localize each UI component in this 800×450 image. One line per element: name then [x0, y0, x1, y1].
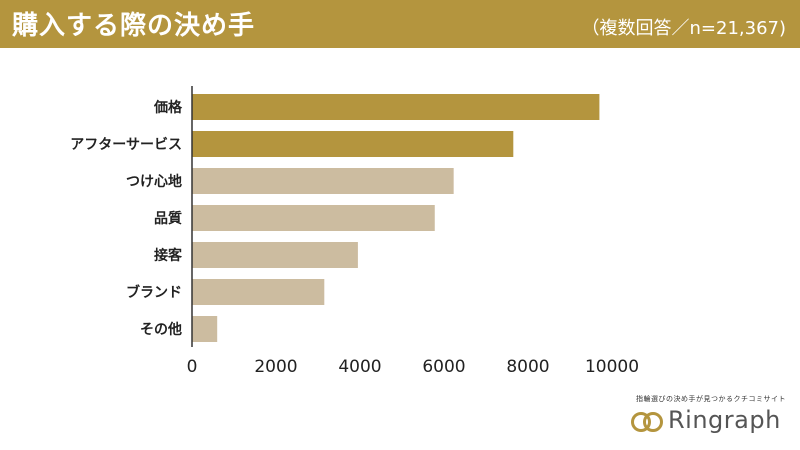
category-label: 接客 [154, 247, 183, 264]
category-label: 品質 [154, 210, 182, 227]
sample-size-note: （複数回答／n=21,367) [581, 18, 787, 39]
category-label: ブランド [126, 284, 182, 301]
bar [192, 242, 358, 268]
x-tick-label: 4000 [338, 357, 381, 377]
bar [192, 279, 325, 305]
x-tick-label: 0 [187, 357, 198, 377]
brand-name: Ringraph [668, 406, 781, 434]
bar [192, 131, 514, 157]
bar [192, 94, 600, 120]
bar [192, 205, 435, 231]
category-label: その他 [140, 321, 182, 338]
x-tick-label: 2000 [254, 357, 297, 377]
x-tick-label: 8000 [506, 357, 549, 377]
x-tick-label: 6000 [422, 357, 465, 377]
brand-tagline: 指輪選びの決め手が見つかるクチコミサイト [636, 395, 786, 403]
category-label: つけ心地 [126, 173, 182, 190]
category-label: アフターサービス [70, 137, 182, 153]
bar [192, 316, 218, 342]
double-ring-icon [631, 412, 663, 432]
page-title: 購入する際の決め手 [12, 11, 256, 41]
category-label: 価格 [153, 99, 183, 116]
x-tick-label: 10000 [585, 357, 639, 377]
header-banner: 購入する際の決め手 （複数回答／n=21,367) [0, 0, 800, 48]
brand-footer: 指輪選びの決め手が見つかるクチコミサイト Ringraph [610, 394, 790, 444]
bar [192, 168, 454, 194]
